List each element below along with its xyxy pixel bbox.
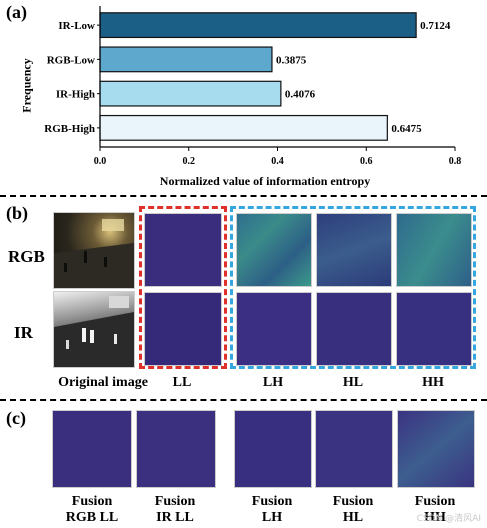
fusion-ir-ll-image (136, 410, 216, 488)
panel-a-label: (a) (6, 2, 27, 22)
rgb-ll-subband (144, 213, 222, 287)
ir-ll-subband (144, 292, 222, 366)
col-label-hh: HH (422, 375, 444, 390)
col-label-original: Original image (58, 375, 148, 390)
bar-value-label: 0.4076 (285, 89, 316, 101)
category-label: RGB-Low (47, 54, 95, 66)
fusion-hl-image (315, 410, 393, 488)
rgb-lh-subband (236, 213, 312, 287)
original-rgb-image (53, 212, 135, 289)
ir-hh-subband (396, 292, 472, 366)
bar-value-label: 0.3875 (276, 54, 307, 66)
x-tick-label: 0.8 (449, 156, 462, 167)
category-label: RGB-High (44, 123, 95, 135)
high-frequency-frame (230, 206, 476, 369)
bar-ir-low (99, 12, 417, 39)
entropy-bar-chart: 0.7124 0.3875 0.4076 0.6475 IR-Low RGB-Low IR… (44, 6, 462, 167)
x-axis-title: Normalized value of information entropy (159, 174, 371, 188)
watermark: CSDN @清风AI (416, 514, 481, 524)
fusion-label-hl: Fusion HL (332, 494, 374, 525)
rgb-hl-subband (316, 213, 392, 287)
col-label-hl: HL (342, 375, 364, 390)
fusion-label-lh: Fusion LH (251, 494, 293, 525)
x-tick-label: 0.4 (271, 156, 284, 167)
x-tick-label: 0.6 (360, 156, 373, 167)
divider-a-b (0, 195, 487, 197)
fusion-label-ir-ll: Fusion IR LL (154, 494, 196, 525)
category-label: IR-Low (58, 20, 95, 32)
bar-rgb-high (99, 114, 388, 141)
ir-lh-subband (236, 292, 312, 366)
rgb-hh-subband (396, 213, 472, 287)
panel-c-label: (c) (6, 408, 26, 428)
y-axis-title: Frequency (19, 58, 34, 113)
divider-b-c (0, 399, 487, 401)
panel-b-label: (b) (6, 203, 28, 223)
fusion-hh-image (397, 410, 475, 488)
fusion-label-hh: Fusion HH (414, 494, 456, 525)
ir-hl-subband (316, 292, 392, 366)
bar-rgb-low (99, 46, 273, 73)
bar-ir-high (99, 80, 282, 107)
original-ir-image (53, 291, 135, 368)
bar-value-label: 0.6475 (391, 123, 422, 135)
col-label-lh: LH (262, 375, 284, 390)
low-frequency-frame (139, 206, 227, 369)
fusion-label-rgb-ll: Fusion RGB LL (65, 494, 119, 525)
fusion-rgb-ll-image (52, 410, 132, 488)
col-label-ll: LL (172, 375, 192, 390)
fusion-lh-image (234, 410, 312, 488)
row-label-rgb: RGB (8, 247, 45, 266)
row-label-ir: IR (14, 323, 33, 342)
bar-value-label: 0.7124 (420, 20, 451, 32)
x-tick-label: 0.2 (183, 156, 196, 167)
category-label: IR-High (56, 89, 95, 101)
x-tick-label: 0.0 (94, 156, 107, 167)
